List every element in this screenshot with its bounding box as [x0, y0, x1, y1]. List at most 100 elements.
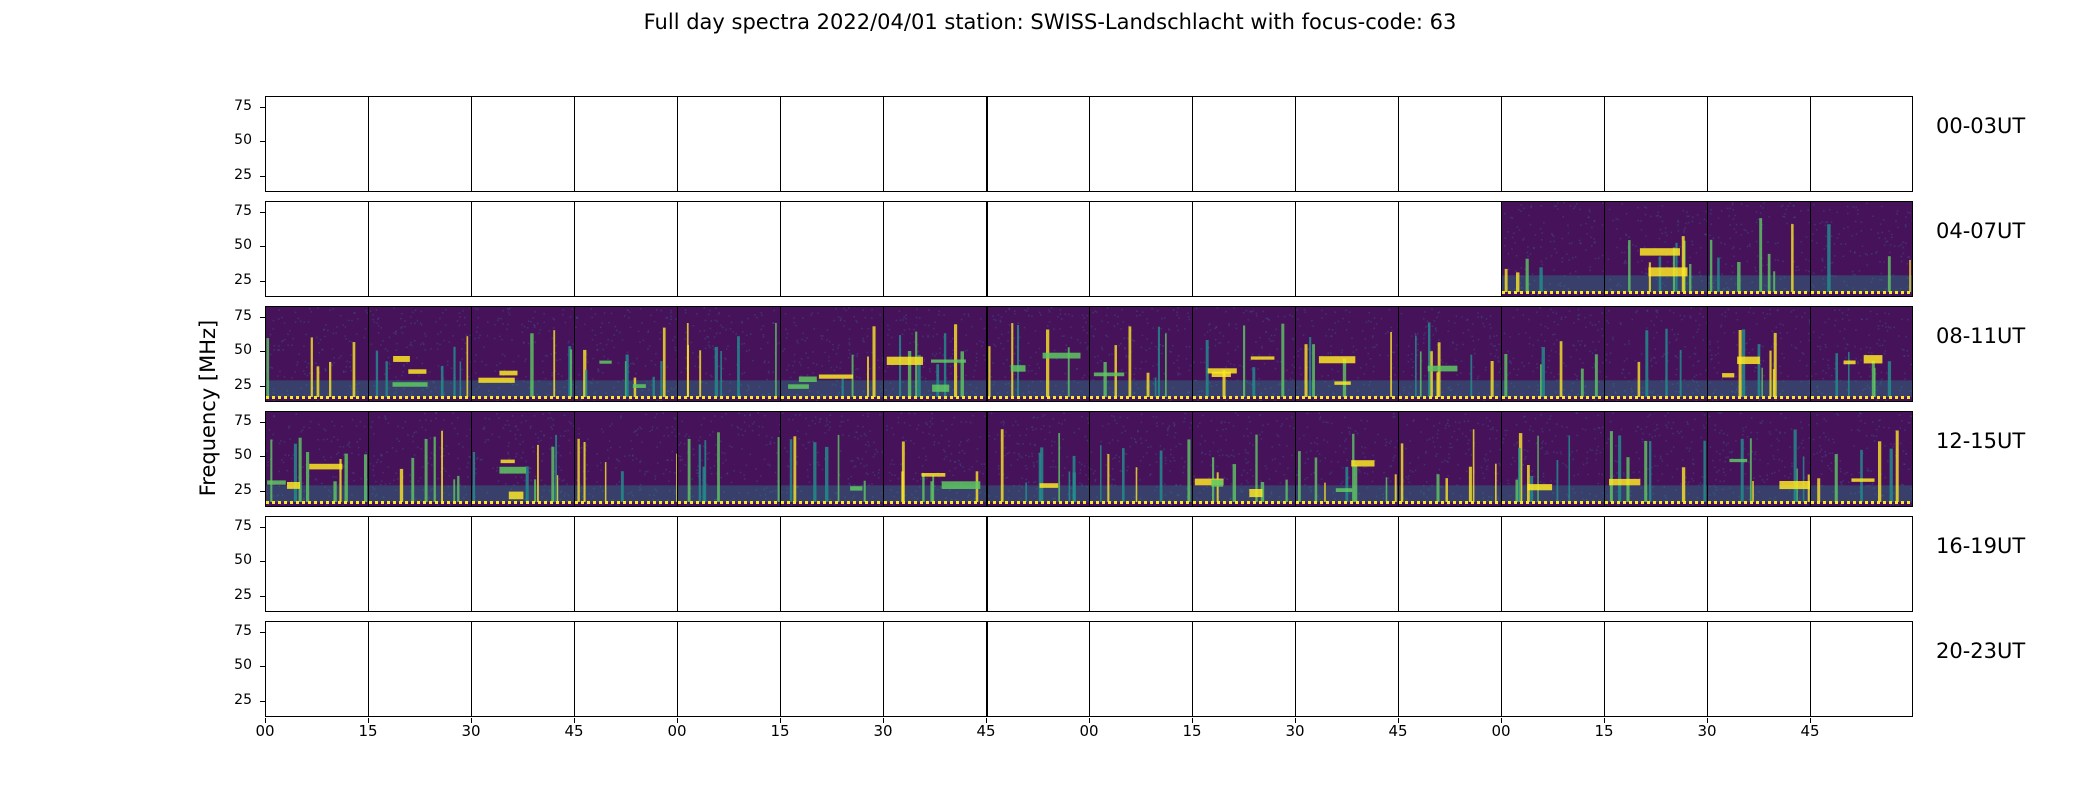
y-tick-mark: [260, 526, 265, 528]
x-tick-label: 45: [1388, 722, 1408, 740]
baseline-marker: [1708, 291, 1811, 294]
spectrogram-texture: [1502, 202, 1605, 296]
panel-separator: [574, 202, 575, 296]
baseline-marker: [1605, 291, 1708, 294]
panel-separator: [1501, 517, 1502, 611]
panel-separator: [1192, 622, 1193, 716]
y-tick-mark: [260, 175, 265, 177]
baseline-marker: [1296, 396, 1399, 399]
panel-separator: [986, 412, 988, 506]
panel-separator: [1604, 202, 1605, 296]
row-time-label: 08-11UT: [1936, 324, 2026, 348]
baseline-marker: [678, 396, 781, 399]
y-tick-mark: [260, 666, 265, 668]
y-tick-mark: [260, 631, 265, 633]
y-tick-label: 25: [234, 691, 252, 708]
spectrogram-panel: [678, 412, 781, 506]
x-tick-label: 00: [255, 722, 275, 740]
baseline-marker: [884, 501, 987, 504]
row-plot-area: [265, 96, 1913, 192]
spectrogram-texture: [1605, 307, 1708, 401]
panel-separator: [1604, 622, 1605, 716]
panel-separator: [1810, 202, 1811, 296]
spectrogram-texture: [1708, 202, 1811, 296]
panel-separator: [883, 517, 884, 611]
baseline-marker: [1502, 396, 1605, 399]
x-tick-label: 30: [1285, 722, 1305, 740]
spectrogram-panel: [1708, 412, 1811, 506]
spectrogram-texture: [781, 412, 884, 506]
panel-separator: [1604, 307, 1605, 401]
panel-separator: [1295, 202, 1296, 296]
x-tick-label: 15: [770, 722, 790, 740]
panel-separator: [368, 202, 369, 296]
baseline-marker: [369, 396, 472, 399]
row-plot-area: [265, 621, 1913, 717]
x-tick-label: 00: [667, 722, 687, 740]
row-plot-area: [265, 411, 1913, 507]
panel-separator: [677, 307, 678, 401]
y-tick-label: 50: [234, 237, 252, 254]
baseline-marker: [1090, 396, 1193, 399]
x-tick-mark: [883, 718, 884, 723]
panel-separator: [1089, 622, 1090, 716]
spectrogram-texture: [1708, 307, 1811, 401]
spectrogram-texture: [1090, 412, 1193, 506]
baseline-marker: [472, 501, 575, 504]
spectrogram-texture: [987, 307, 1090, 401]
spectrogram-panel: [1090, 412, 1193, 506]
panel-separator: [986, 622, 988, 716]
y-tick-label: 25: [234, 481, 252, 498]
spectrogram-panel: [266, 307, 369, 401]
y-tick-label: 50: [234, 552, 252, 569]
spectrogram-panel: [1399, 307, 1502, 401]
y-tick-mark: [260, 246, 265, 248]
panel-separator: [368, 97, 369, 191]
spectrogram-panel: [369, 412, 472, 506]
y-tick-label: 75: [234, 622, 252, 639]
row-time-label: 00-03UT: [1936, 114, 2026, 138]
spectrogram-texture: [1296, 308, 1399, 401]
x-tick-mark: [1707, 718, 1708, 723]
y-tick-mark: [260, 385, 265, 387]
spectrogram-panel: [1811, 202, 1912, 296]
panel-separator: [1192, 517, 1193, 611]
baseline-marker: [266, 396, 369, 399]
panel-separator: [1810, 412, 1811, 506]
baseline-marker: [1502, 501, 1605, 504]
spectrogram-panel: [781, 307, 884, 401]
panel-separator: [1501, 307, 1502, 401]
spectrogram-texture: [369, 307, 472, 401]
spectrogram-texture: [1605, 203, 1708, 296]
y-tick-mark: [260, 211, 265, 213]
panel-separator: [1192, 307, 1193, 401]
panel-separator: [574, 97, 575, 191]
panel-separator: [986, 307, 988, 401]
y-tick-mark: [260, 351, 265, 353]
row-time-label: 12-15UT: [1936, 429, 2026, 453]
panel-separator: [1398, 622, 1399, 716]
y-tick-label: 50: [234, 132, 252, 149]
panel-separator: [677, 202, 678, 296]
spectrogram-texture: [575, 412, 678, 506]
x-tick-label: 15: [1182, 722, 1202, 740]
panel-separator: [1707, 97, 1708, 191]
spectrogram-panel: [575, 307, 678, 401]
spectrogram-panel: [1811, 412, 1912, 506]
spectrogram-panel: [884, 412, 987, 506]
panel-separator: [1810, 517, 1811, 611]
spectrogram-texture: [1502, 412, 1605, 506]
spectrogram-panel: [987, 307, 1090, 401]
spectrogram-panel: [1605, 202, 1708, 296]
y-tick-label: 75: [234, 517, 252, 534]
baseline-marker: [1605, 396, 1708, 399]
baseline-marker: [369, 501, 472, 504]
baseline-marker: [1399, 396, 1502, 399]
x-tick-label: 30: [873, 722, 893, 740]
panel-separator: [883, 307, 884, 401]
y-tick-mark: [260, 456, 265, 458]
spectrogram-panel: [1502, 307, 1605, 401]
panel-separator: [1810, 622, 1811, 716]
row-plot-area: [265, 306, 1913, 402]
